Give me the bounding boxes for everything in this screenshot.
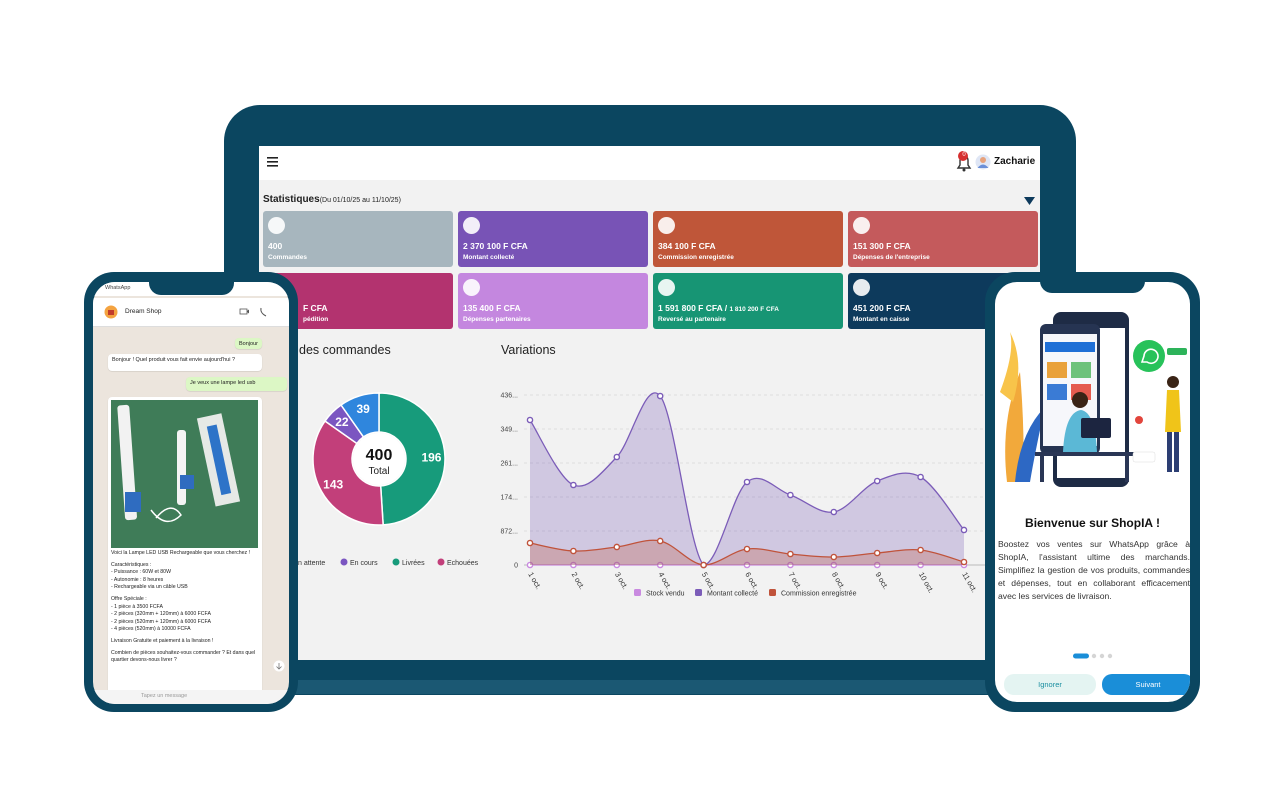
- stat-card: 151 300 F CFA Dépenses de l'entreprise: [848, 211, 1038, 267]
- tablet-bar: [259, 680, 1040, 694]
- card-value: 400: [268, 241, 448, 251]
- message: Bonjour: [235, 338, 262, 349]
- caption-line: - Puissance : 60W et 80W: [111, 569, 171, 576]
- caption-line: - 2 pièces (520mm + 120mm) à 6000 FCFA: [111, 618, 211, 625]
- card-value: 135 400 F CFA: [463, 303, 643, 313]
- skip-button[interactable]: Ignorer: [1004, 674, 1096, 695]
- card-value: 1 591 800 F CFA / 1 810 200 F CFA: [658, 303, 838, 313]
- card-label: Commission enregistrée: [658, 254, 734, 261]
- card-value-text: 2 370 100 F CFA: [463, 241, 528, 251]
- card-value: 151 300 F CFA: [853, 241, 1033, 251]
- card-value: 384 100 F CFA: [658, 241, 838, 251]
- filter-icon[interactable]: [1024, 197, 1036, 207]
- card-label: Commandes: [268, 254, 308, 261]
- illustration: [1000, 312, 1187, 487]
- notification-count: 0: [962, 152, 966, 158]
- next-button[interactable]: Suivant: [1102, 674, 1190, 695]
- caption-line: - 1 pièce à 3500 FCFA: [111, 603, 163, 610]
- message: Bonjour ! Quel produit vous fait envie a…: [108, 354, 262, 371]
- pager-dots: [1073, 653, 1113, 659]
- card-value-text: 1 591 800 F CFA /: [658, 303, 730, 313]
- stat-card: 135 400 F CFA Dépenses partenaires: [458, 273, 648, 329]
- stats-title: Statistiques(Du 01/10/25 au 11/10/25): [263, 194, 401, 205]
- card-value-text: 451 200 F CFA: [853, 303, 911, 313]
- card-value-text: 151 300 F CFA: [853, 241, 911, 251]
- left-phone-frame: WhatsApp Dream Shop Bonjour Bonjour ! Qu…: [84, 272, 298, 712]
- bell-icon[interactable]: [952, 150, 976, 174]
- stats-title-text: Statistiques: [263, 194, 320, 205]
- notch: [149, 272, 234, 295]
- card-value-text: 384 100 F CFA: [658, 241, 716, 251]
- card-label: pédition: [303, 316, 329, 323]
- card-label: Reversé au partenaire: [658, 316, 726, 323]
- card-icon: [268, 217, 285, 234]
- card-value-text: 400: [268, 241, 283, 251]
- card-label: Dépenses de l'entreprise: [853, 254, 930, 261]
- card-icon: [463, 279, 480, 296]
- call-icons[interactable]: [239, 307, 279, 317]
- scroll-down[interactable]: [273, 660, 285, 672]
- caption-line: Voici la Lampe LED USB Rechargeable que …: [111, 550, 250, 556]
- chat-screen: WhatsApp Dream Shop Bonjour Bonjour ! Qu…: [93, 282, 289, 704]
- card-value-text: 135 400 F CFA: [463, 303, 521, 313]
- stat-card: 2 370 100 F CFA Montant collecté: [458, 211, 648, 267]
- onboarding-screen: Bienvenue sur ShopIA ! Boostez vos vente…: [995, 282, 1190, 702]
- card-value: 451 200 F CFA: [853, 303, 1033, 313]
- product-image: [111, 400, 258, 548]
- card-label: Montant en caisse: [853, 316, 910, 323]
- card-label: Dépenses partenaires: [463, 316, 531, 323]
- notch: [1040, 272, 1145, 293]
- card-icon: [463, 217, 480, 234]
- image-message: Voici la Lampe LED USB Rechargeable que …: [108, 397, 262, 697]
- user-name[interactable]: Zacharie: [994, 156, 1036, 167]
- contact-name[interactable]: Dream Shop: [125, 308, 162, 315]
- card-value-extra: 1 810 200 F CFA: [729, 306, 780, 313]
- card-icon: [853, 217, 870, 234]
- period: (Du 01/10/25 au 11/10/25): [319, 197, 401, 204]
- caption-line: Offre Spéciale :: [111, 595, 147, 602]
- contact-avatar[interactable]: [104, 305, 118, 319]
- input-bar: [93, 690, 289, 704]
- welcome-text: Boostez vos ventes sur WhatsApp grâce à …: [998, 539, 1190, 601]
- card-icon: [853, 279, 870, 296]
- stat-card: 400 Commandes: [263, 211, 453, 267]
- caption-line: Combien de pièces souhaitez-vous command…: [111, 649, 256, 664]
- welcome-title: Bienvenue sur ShopIA !: [1025, 516, 1160, 530]
- stat-card: 384 100 F CFA Commission enregistrée: [653, 211, 843, 267]
- card-value-text: F CFA: [303, 303, 328, 313]
- card-icon: [658, 217, 675, 234]
- avatar[interactable]: [975, 154, 991, 170]
- chat-header: [93, 298, 289, 327]
- top-bar: 0 Zacharie: [259, 146, 1040, 180]
- caption-line: - Rechargeable via un câble USB: [111, 584, 188, 591]
- stat-cards: 400 Commandes 2 370 100 F CFA Montant colle…: [259, 146, 1040, 660]
- card-value: 2 370 100 F CFA: [463, 241, 643, 251]
- caption: Voici la Lampe LED USB Rechargeable que …: [111, 550, 258, 665]
- caption-line: - 2 pièces (320mm + 120mm) à 6000 FCFA: [111, 611, 211, 618]
- caption-line: Livraison Gratuite et paiement à la livr…: [111, 637, 214, 644]
- menu-icon[interactable]: [267, 157, 279, 167]
- caption-line: - 4 pièces (520mm) à 10000 FCFA: [111, 626, 191, 633]
- right-phone-frame: Bienvenue sur ShopIA ! Boostez vos vente…: [985, 272, 1200, 712]
- caption-line: Caractéristiques :: [111, 561, 152, 568]
- message: Je veux une lampe led usb: [186, 377, 287, 391]
- dashboard-screen: 0 Zacharie Statistiques(Du 01/10/25 au 1…: [259, 146, 1040, 660]
- status-app: WhatsApp: [105, 285, 131, 291]
- card-icon: [658, 279, 675, 296]
- message-input[interactable]: Tapez un message: [141, 693, 188, 699]
- card-value: F CFA: [303, 303, 448, 313]
- stat-card: 1 591 800 F CFA / 1 810 200 F CFA Reversé…: [653, 273, 843, 329]
- caption-line: - Autonomie : 8 heures: [111, 576, 164, 583]
- card-label: Montant collecté: [463, 254, 515, 261]
